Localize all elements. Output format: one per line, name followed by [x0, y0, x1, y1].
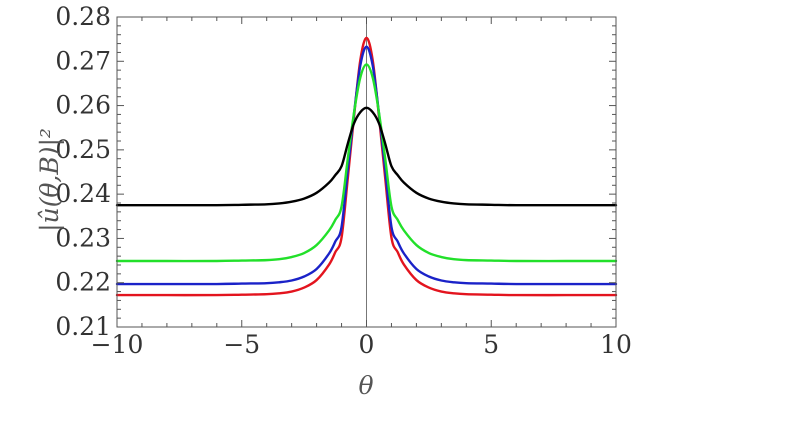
y-axis-label: |û(θ,B)|² — [35, 128, 65, 232]
y-tick-label: 0.24 — [55, 179, 111, 208]
series-line-1 — [115, 36, 618, 297]
x-tick-label: −5 — [223, 330, 260, 359]
y-tick-label: 0.26 — [55, 91, 111, 120]
x-tick-label: 0 — [359, 330, 375, 359]
y-tick-label: 0.23 — [55, 223, 111, 252]
y-tick-label: 0.25 — [55, 135, 111, 164]
y-axis: 0.21 0.22 0.23 0.24 0.25 0.26 0.27 0.28 — [55, 2, 616, 341]
y-tick-label: 0.27 — [55, 46, 111, 75]
x-tick-label: 5 — [483, 330, 499, 359]
series-line-2 — [115, 45, 618, 286]
series-line-4 — [115, 106, 618, 207]
y-tick-label: 0.28 — [55, 2, 111, 31]
y-tick-label: 0.22 — [55, 268, 111, 297]
x-axis-label: θ — [358, 371, 373, 400]
series-line-3 — [115, 63, 618, 263]
x-axis: −10 −5 0 5 10 — [91, 17, 632, 359]
y-tick-label: 0.21 — [55, 312, 111, 341]
x-tick-label: 10 — [600, 330, 632, 359]
x-tick-label: −10 — [91, 330, 144, 359]
series-group — [115, 36, 618, 297]
